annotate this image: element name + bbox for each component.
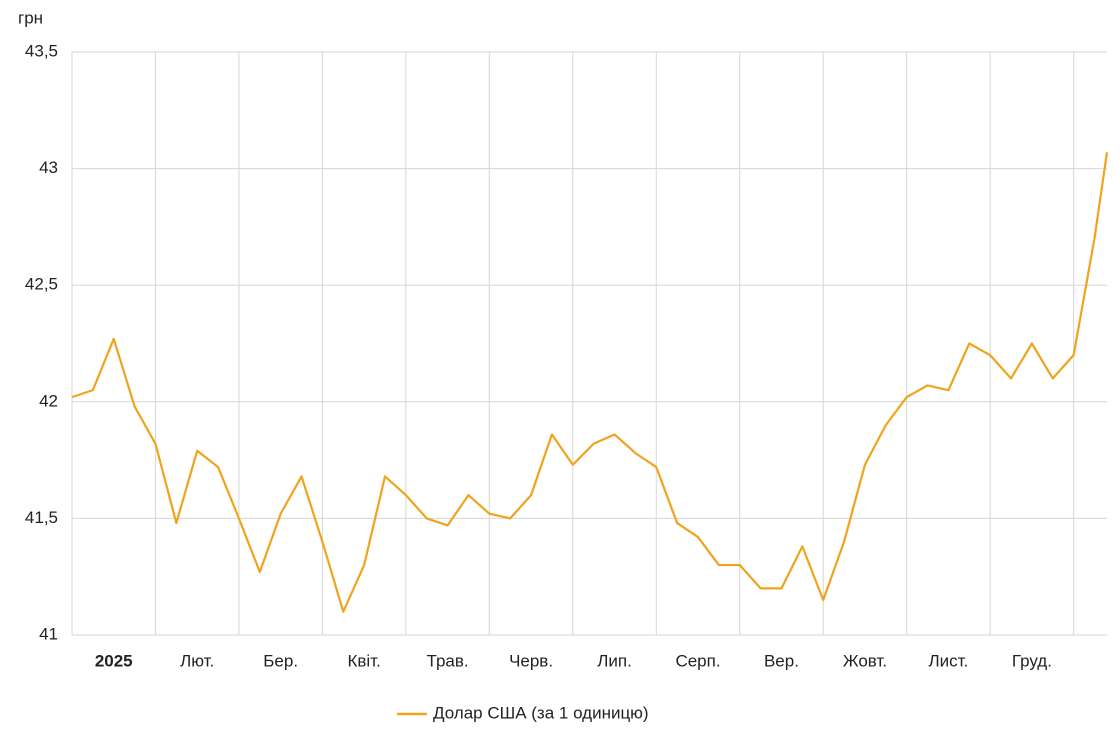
y-tick-label: 41,5 — [25, 508, 58, 527]
x-tick-label: Жовт. — [843, 651, 887, 670]
x-tick-label: 2025 — [95, 651, 133, 670]
line-series — [71, 152, 1109, 613]
y-tick-label: 42 — [39, 391, 58, 410]
x-tick-label: Черв. — [509, 651, 553, 670]
x-tick-label: Бер. — [263, 651, 298, 670]
x-tick-label: Лют. — [180, 651, 214, 670]
x-tick-label: Квіт. — [347, 651, 380, 670]
y-unit: грн — [18, 8, 43, 27]
x-tick-label: Вер. — [764, 651, 799, 670]
y-tick-label: 43,5 — [25, 41, 58, 60]
y-tick-label: 42,5 — [25, 275, 58, 294]
x-tick-label: Серп. — [675, 651, 720, 670]
y-tick-label: 43 — [39, 158, 58, 177]
x-tick-label: Лип. — [597, 651, 632, 670]
x-tick-label: Лист. — [929, 651, 969, 670]
legend-label: Долар США (за 1 одиницю) — [433, 703, 649, 722]
x-tick-label: Трав. — [427, 651, 469, 670]
x-tick-label: Груд. — [1012, 651, 1052, 670]
y-tick-label: 41 — [39, 624, 58, 643]
